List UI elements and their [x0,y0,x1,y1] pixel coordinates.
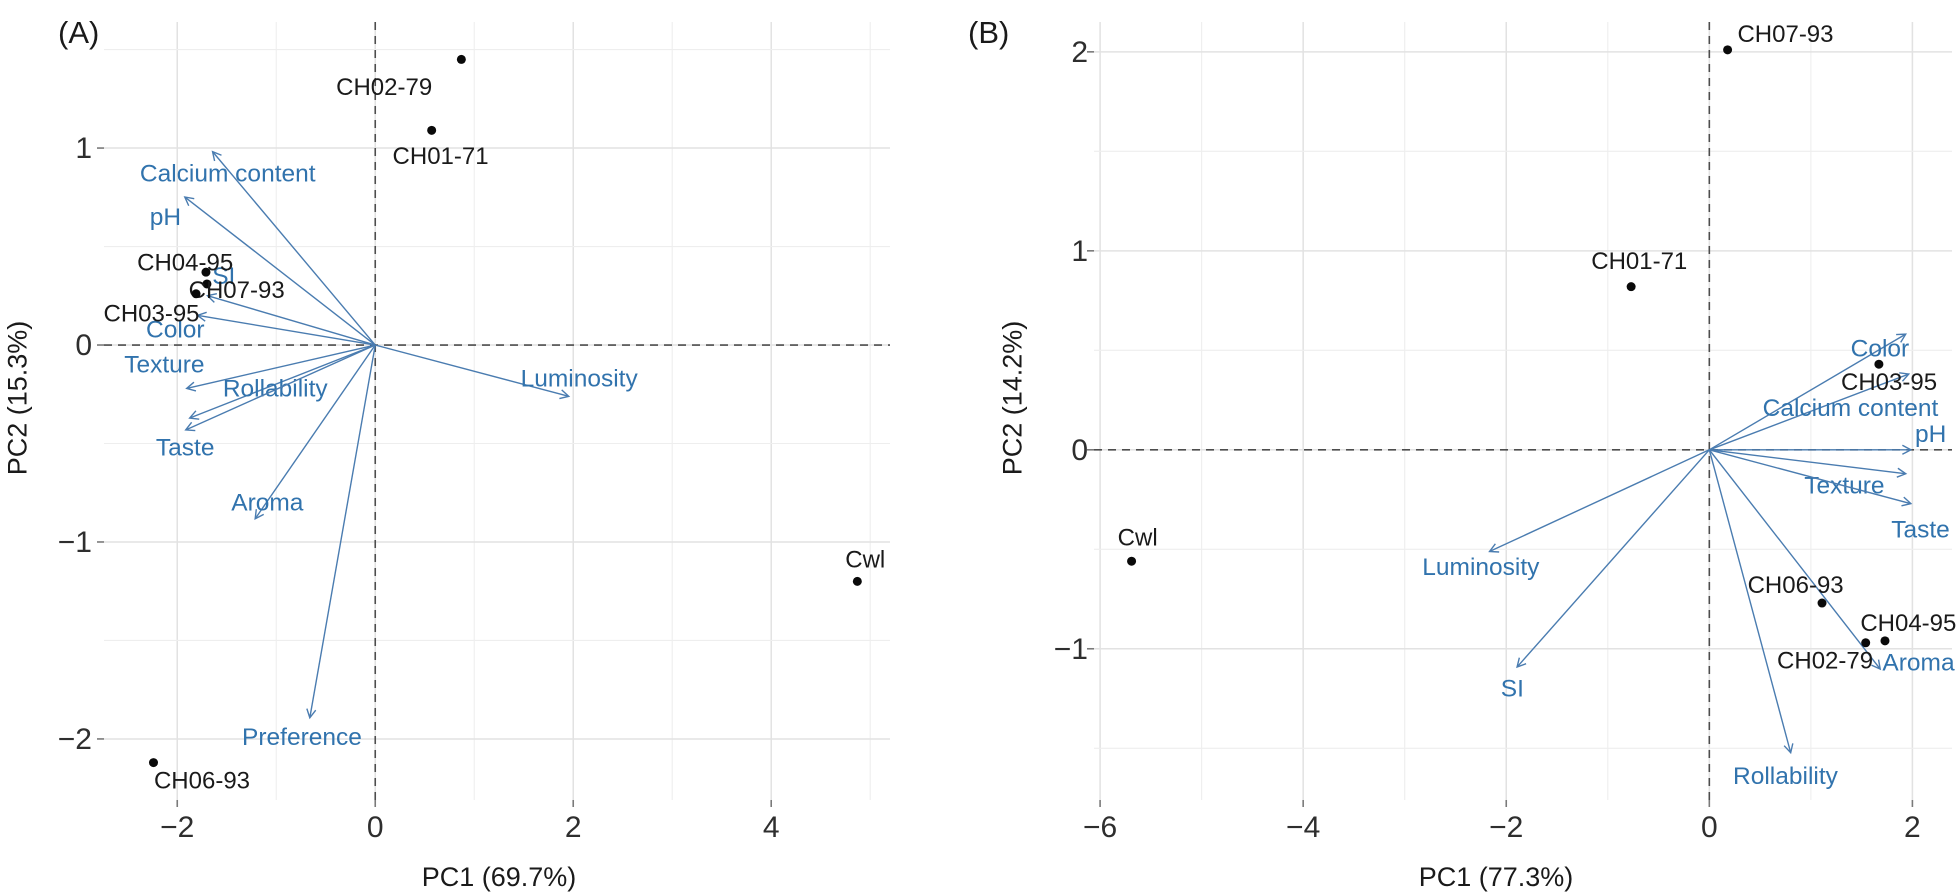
data-point [1626,282,1636,292]
loading-label: Taste [156,434,215,461]
point-label: Cwl [1118,524,1158,551]
loading-arrow-rollability [188,344,376,420]
loading-label: Calcium content [1763,395,1939,422]
loading-label: Rollability [223,375,329,402]
x-tick-label: −4 [1286,811,1320,844]
data-point [1874,359,1884,369]
y-axis-title-b: PC2 (14.2%) [997,320,1028,476]
loading-label: SI [1501,676,1524,703]
loading-arrow-luminosity [375,344,571,400]
x-axis-title-b: PC1 (77.3%) [1418,862,1574,892]
point-label: CH06-93 [154,767,250,794]
loading-label: Luminosity [1422,554,1540,581]
loading-label: Color [146,316,205,343]
data-point [1817,598,1827,608]
point-label: CH04-95 [137,249,233,276]
point-label: CH07-93 [1737,21,1833,48]
loading-label: pH [1915,421,1946,448]
loading-arrow-color [1708,333,1908,451]
x-tick-label: −2 [160,811,194,844]
loading-arrow-ph [183,196,376,346]
point-label: CH07-93 [189,277,285,304]
loading-label: Calcium content [140,161,316,188]
loading-label: Color [1851,335,1910,362]
point-label: CH01-71 [1591,248,1687,275]
loading-arrow-si [206,293,376,346]
loading-arrow-luminosity [1488,449,1710,553]
loading-label: Taste [1891,516,1950,543]
x-tick-label: 0 [1701,811,1718,844]
loading-label: Aroma [1882,650,1955,677]
data-point [148,758,158,768]
loading-label: Luminosity [521,366,639,393]
point-label: Cwl [845,547,885,574]
loading-label: Texture [124,352,204,379]
data-point [1723,45,1733,55]
y-tick-label: 0 [75,329,92,362]
point-label: CH02-79 [336,74,432,101]
loading-arrow-calcium-content [1709,372,1911,451]
data-point [427,125,437,135]
panel-letter-b: (B) [968,15,1010,50]
x-tick-label: 4 [763,811,780,844]
y-tick-label: −1 [1054,633,1088,666]
panel-a: −2 0 2 4 −2 −1 0 1 Calcium content pH SI Color Textu… [58,22,890,844]
data-point [1127,556,1137,566]
point-label: CH04-95 [1860,610,1956,637]
loading-arrow-preference [306,344,376,720]
y-tick-label: 2 [1071,36,1088,69]
point-label: CH03-95 [103,301,199,328]
point-label: CH01-71 [393,143,489,170]
loading-label: Preference [242,724,362,751]
data-point [1861,638,1871,648]
x-tick-label: 0 [367,811,384,844]
loading-arrow-color [196,311,376,346]
loading-arrow-taste [184,344,376,432]
data-point [202,279,212,289]
loading-label: Aroma [231,490,304,517]
x-axis-title-a: PC1 (69.7%) [421,862,577,892]
point-label: CH03-95 [1841,369,1937,396]
y-tick-label: 1 [1071,235,1088,268]
data-point [456,54,466,64]
loading-arrow-rollability [1708,449,1794,755]
loading-arrow-aroma [1708,449,1882,671]
loading-label: pH [150,204,181,231]
y-tick-label: −2 [58,723,92,756]
y-tick-label: 1 [75,132,92,165]
loading-label: SI [212,263,235,290]
x-tick-label: −6 [1083,811,1117,844]
x-tick-label: 2 [1904,811,1921,844]
data-point [1880,636,1890,646]
data-point [852,576,862,586]
point-label: CH02-79 [1777,648,1873,675]
loading-arrow-calcium-content [211,150,376,346]
loading-label: Rollability [1733,763,1839,790]
y-axis-title-a: PC2 (15.3%) [2,320,33,476]
data-point [191,289,201,299]
loading-arrow-taste [1709,449,1913,507]
panel-letter-a: (A) [58,15,100,50]
loading-arrow-aroma [254,344,376,520]
loading-arrow-si [1516,449,1710,669]
point-label: CH06-93 [1748,572,1844,599]
y-tick-label: −1 [58,526,92,559]
x-tick-label: 2 [565,811,582,844]
loading-arrow-texture [185,344,376,392]
x-tick-label: −2 [1489,811,1523,844]
loading-arrow-texture [1709,449,1908,478]
data-point [201,267,211,277]
y-tick-label: 0 [1071,434,1088,467]
